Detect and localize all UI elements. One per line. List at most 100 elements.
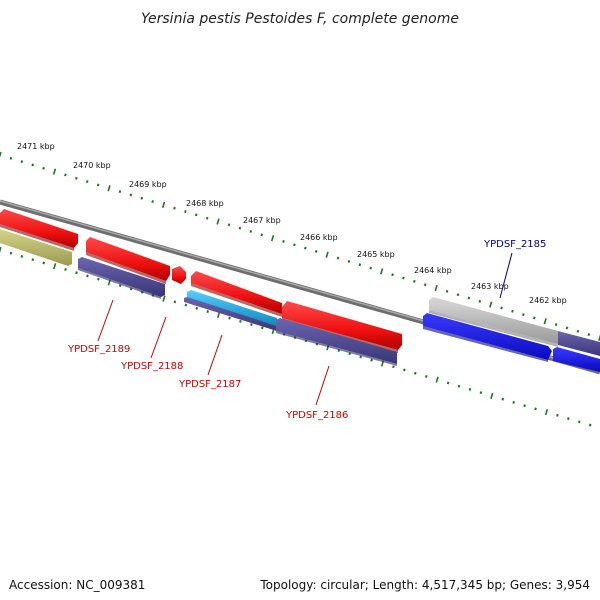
ruler-minor-tick: [64, 268, 67, 271]
gene-label: YPDSF_2186: [285, 410, 348, 421]
ruler-major-tick: [434, 284, 438, 292]
gene-labels: YPDSF_2189 YPDSF_2188 YPDSF_2187 YPDSF_2…: [67, 239, 546, 421]
ruler-major-tick: [216, 218, 220, 225]
gene-label: YPDSF_2187: [178, 379, 241, 390]
ruler-minor-tick: [227, 223, 231, 227]
gene-feature-forward[interactable]: [191, 271, 282, 317]
ruler-minor-tick: [347, 259, 351, 263]
ruler-minor-tick: [423, 283, 427, 287]
ruler-minor-tick: [501, 397, 505, 401]
ruler-minor-tick: [173, 300, 177, 304]
reverse-strand-features: [0, 229, 600, 372]
ruler-major-tick: [380, 268, 384, 275]
ruler-minor-tick: [403, 368, 406, 372]
ruler-minor-tick: [358, 263, 362, 267]
gene-feature-forward[interactable]: [172, 266, 186, 284]
ruler-minor-tick: [468, 387, 472, 391]
ruler-minor-tick: [260, 233, 264, 237]
ruler-minor-tick: [151, 200, 154, 204]
gene-feature-reverse[interactable]: [184, 297, 277, 331]
ruler-minor-tick: [359, 355, 362, 359]
ruler-minor-tick: [97, 277, 100, 281]
gene-label-group[interactable]: YPDSF_2187: [178, 334, 241, 390]
tick-label: 2467 kbp: [243, 216, 281, 225]
tick-label: 2463 kbp: [471, 282, 509, 291]
tick-label: 2471 kbp: [17, 142, 55, 151]
ruler-minor-tick: [239, 319, 242, 323]
ruler-minor-tick: [391, 273, 394, 277]
ruler-minor-tick: [314, 250, 318, 253]
ruler-minor-tick: [467, 296, 471, 300]
ruler-minor-tick: [304, 246, 307, 250]
ruler-track-outer: [0, 151, 600, 342]
ruler-minor-tick: [522, 313, 525, 317]
ruler-minor-tick: [184, 210, 187, 213]
ruler-major-tick: [544, 409, 549, 416]
gene-label: YPDSF_2188: [120, 361, 183, 372]
ruler-minor-tick: [577, 420, 581, 424]
ruler-minor-tick: [75, 271, 78, 275]
gene-feature-reverse[interactable]: [558, 331, 600, 356]
gene-feature-reverse[interactable]: [78, 257, 165, 299]
gene-feature-pseudo[interactable]: [0, 229, 72, 266]
ruler-minor-tick: [511, 309, 514, 313]
ruler-minor-tick: [282, 240, 285, 243]
tick-label: 2466 kbp: [300, 233, 338, 242]
ruler-major-tick: [490, 392, 494, 400]
gene-feature-forward[interactable]: [0, 209, 78, 251]
ruler-major-tick: [0, 246, 2, 253]
ruler-minor-tick: [9, 156, 13, 160]
gene-feature-rna[interactable]: [187, 290, 277, 326]
ruler-minor-tick: [446, 381, 450, 385]
ruler-minor-tick: [42, 261, 46, 265]
gene-label-group[interactable]: YPDSF_2185: [483, 239, 546, 299]
gene-label-group[interactable]: YPDSF_2188: [120, 316, 183, 372]
ruler-minor-tick: [31, 163, 35, 167]
tick-label: 2465 kbp: [357, 250, 395, 259]
ruler-minor-tick: [402, 276, 405, 280]
ruler-minor-tick: [369, 266, 373, 270]
gene-label-group[interactable]: YPDSF_2186: [285, 365, 348, 421]
gene-label: YPDSF_2185: [483, 239, 546, 250]
gene-feature-selected[interactable]: [553, 347, 600, 372]
ruler-minor-tick: [86, 274, 89, 278]
gene-feature-reverse[interactable]: [276, 318, 397, 366]
ruler-tick-labels: 2471 kbp 2470 kbp 2469 kbp 2468 kbp 2467…: [17, 142, 567, 305]
tick-label: 2470 kbp: [73, 161, 111, 170]
ruler-minor-tick: [567, 417, 570, 421]
ruler-minor-tick: [31, 258, 35, 262]
ruler-major-tick: [325, 251, 329, 258]
ruler-minor-tick: [588, 423, 592, 427]
ruler-minor-tick: [195, 306, 199, 310]
ruler-minor-tick: [206, 310, 209, 314]
ruler-minor-tick: [20, 160, 24, 164]
ruler-minor-tick: [424, 375, 428, 378]
ruler-major-tick: [0, 151, 2, 158]
ruler-major-tick: [53, 263, 57, 270]
ruler-minor-tick: [205, 216, 209, 220]
gene-feature-forward[interactable]: [86, 237, 170, 284]
ruler-minor-tick: [42, 166, 45, 170]
tick-label: 2469 kbp: [129, 180, 167, 189]
ruler-minor-tick: [414, 371, 417, 375]
ruler-minor-tick: [261, 326, 264, 330]
gene-feature-selected[interactable]: [423, 313, 552, 362]
ruler-minor-tick: [534, 407, 537, 411]
gene-label-group[interactable]: YPDSF_2189: [67, 299, 130, 355]
ruler-minor-tick: [500, 306, 503, 310]
ruler-minor-tick: [173, 206, 176, 210]
ruler-minor-tick: [250, 323, 253, 327]
ruler-minor-tick: [532, 316, 536, 320]
ruler-minor-tick: [129, 193, 133, 197]
tick-label: 2464 kbp: [414, 266, 452, 275]
ruler-minor-tick: [85, 180, 89, 184]
gene-feature-hypothetical[interactable]: [429, 297, 558, 347]
ruler-major-tick: [543, 318, 547, 325]
ruler-minor-tick: [118, 284, 122, 288]
ruler-minor-tick: [64, 173, 67, 177]
ruler-minor-tick: [413, 279, 416, 283]
map-title: Yersinia pestis Pestoides F, complete ge…: [141, 11, 459, 27]
ruler-minor-tick: [576, 329, 580, 333]
gene-label: YPDSF_2189: [67, 344, 130, 355]
